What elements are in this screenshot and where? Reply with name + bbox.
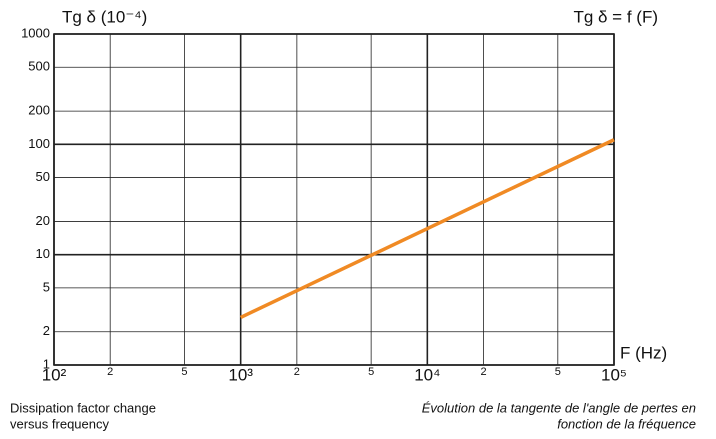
y-axis-label: Tg δ (10⁻⁴): [62, 7, 147, 26]
data-line: [239, 138, 615, 319]
x-tick-label: 10³: [228, 365, 253, 384]
x-tick-label: 10⁵: [601, 365, 627, 384]
x-tick-label: 5: [181, 366, 187, 378]
x-tick-label: 5: [368, 366, 374, 378]
caption-left: versus frequency: [10, 416, 109, 431]
x-tick-label: 2: [480, 366, 486, 378]
x-tick-label: 10²: [42, 365, 67, 384]
x-tick-label: 10⁴: [414, 365, 440, 384]
chart-title: Tg δ = f (F): [573, 7, 658, 26]
y-tick-label: 2: [43, 323, 50, 338]
y-tick-label: 50: [36, 169, 50, 184]
y-tick-label: 5: [43, 279, 50, 294]
x-tick-label: 5: [555, 366, 561, 378]
x-axis-label: F (Hz): [620, 343, 667, 362]
y-tick-label: 200: [28, 103, 50, 118]
x-tick-label: 2: [107, 366, 113, 378]
x-tick-label: 2: [294, 366, 300, 378]
y-tick-label: 1000: [21, 25, 50, 40]
caption-left: Dissipation factor change: [10, 400, 156, 415]
y-tick-label: 20: [36, 213, 50, 228]
caption-right: Évolution de la tangente de l'angle de p…: [422, 400, 696, 415]
y-tick-label: 1: [43, 356, 50, 371]
y-tick-label: 10: [36, 246, 50, 261]
caption-right: fonction de la fréquence: [557, 416, 696, 431]
plot-frame: [53, 33, 615, 366]
y-tick-label: 500: [28, 59, 50, 74]
y-tick-label: 100: [28, 136, 50, 151]
